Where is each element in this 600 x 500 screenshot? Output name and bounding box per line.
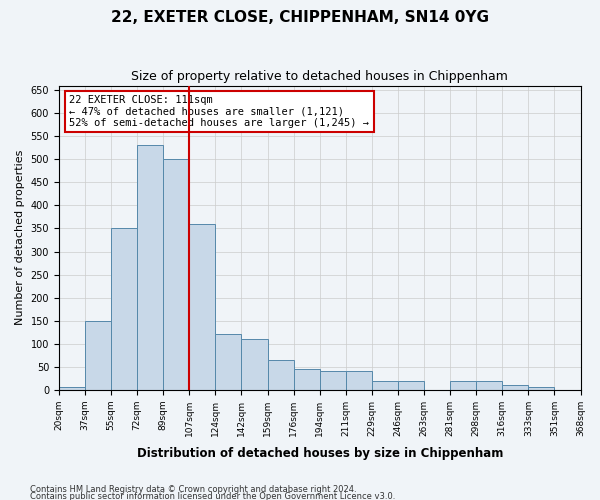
Text: Contains public sector information licensed under the Open Government Licence v3: Contains public sector information licen… bbox=[30, 492, 395, 500]
Bar bbox=[85, 320, 111, 390]
Bar bbox=[163, 160, 190, 390]
Bar bbox=[241, 339, 268, 390]
X-axis label: Distribution of detached houses by size in Chippenham: Distribution of detached houses by size … bbox=[137, 447, 503, 460]
Bar bbox=[268, 360, 293, 390]
Y-axis label: Number of detached properties: Number of detached properties bbox=[15, 150, 25, 326]
Bar bbox=[111, 228, 137, 390]
Bar bbox=[320, 372, 346, 390]
Bar bbox=[502, 385, 529, 390]
Title: Size of property relative to detached houses in Chippenham: Size of property relative to detached ho… bbox=[131, 70, 508, 83]
Text: 22 EXETER CLOSE: 111sqm
← 47% of detached houses are smaller (1,121)
52% of semi: 22 EXETER CLOSE: 111sqm ← 47% of detache… bbox=[70, 94, 370, 128]
Bar bbox=[59, 388, 85, 390]
Bar bbox=[137, 146, 163, 390]
Text: Contains HM Land Registry data © Crown copyright and database right 2024.: Contains HM Land Registry data © Crown c… bbox=[30, 486, 356, 494]
Bar bbox=[529, 388, 554, 390]
Text: 22, EXETER CLOSE, CHIPPENHAM, SN14 0YG: 22, EXETER CLOSE, CHIPPENHAM, SN14 0YG bbox=[111, 10, 489, 25]
Bar bbox=[372, 380, 398, 390]
Bar bbox=[398, 380, 424, 390]
Bar bbox=[215, 334, 241, 390]
Bar bbox=[476, 380, 502, 390]
Bar bbox=[190, 224, 215, 390]
Bar bbox=[293, 369, 320, 390]
Bar bbox=[346, 372, 372, 390]
Bar bbox=[450, 380, 476, 390]
